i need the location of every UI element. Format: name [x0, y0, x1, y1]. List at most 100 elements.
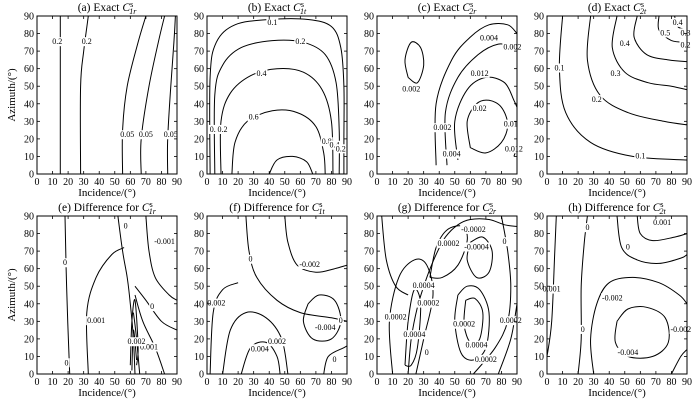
- x-tick-label: 70: [311, 377, 321, 388]
- contour-label-bg: [411, 281, 436, 291]
- x-tick-label: 90: [342, 177, 352, 188]
- contour-label-bg: [541, 284, 562, 294]
- contour-label: 0.8: [322, 137, 332, 146]
- x-axis-label: Incidence/(°): [78, 387, 136, 399]
- contour-label-bg: [416, 298, 441, 308]
- x-tick-label: 80: [496, 177, 506, 188]
- contour-label-bg: [473, 354, 498, 364]
- y-tick-label: 30: [534, 117, 544, 128]
- contour-line-0.05: [166, 16, 176, 174]
- x-tick-label: 10: [388, 377, 398, 388]
- plot-frame: [36, 215, 178, 375]
- x-tick-label: 20: [63, 377, 73, 388]
- x-tick-label: 80: [156, 377, 166, 388]
- y-tick-label: 70: [364, 247, 374, 258]
- contour-label-bg: [331, 354, 338, 364]
- contour-line-0: [134, 285, 177, 331]
- contour-label: 0.1: [554, 63, 564, 72]
- y-tick-label: 0: [369, 170, 374, 181]
- contour-line--0.0004: [466, 236, 493, 279]
- contour-label: 0.2: [336, 144, 346, 153]
- contour-label: 0.004: [443, 150, 461, 159]
- contour-label: 0.002: [268, 337, 286, 346]
- contour-label-bg: [579, 324, 586, 334]
- x-tick-label: 40: [264, 177, 274, 188]
- contour-label: 0.004: [480, 34, 498, 43]
- contour-lines: [209, 18, 345, 174]
- contour-line-0.004: [240, 341, 281, 374]
- contour-label: -0.002: [602, 293, 623, 302]
- y-tick-label: 10: [534, 352, 544, 363]
- contour-label: -0.002: [670, 325, 691, 334]
- y-tick-label: 50: [364, 282, 374, 293]
- x-tick-label: 60: [125, 177, 135, 188]
- contour-label-bg: [216, 124, 229, 134]
- contour-line-0.001: [636, 216, 687, 242]
- x-tick-label: 40: [434, 177, 444, 188]
- y-tick-label: 70: [534, 247, 544, 258]
- contour-label-bg: [334, 144, 347, 154]
- contour-label-bg: [600, 293, 624, 303]
- contour-line-0.3: [611, 16, 687, 91]
- contour-label: 0.001: [543, 285, 561, 294]
- contour-label-bg: [659, 28, 672, 38]
- x-tick-label: 30: [79, 177, 89, 188]
- contour-line-0.0002: [497, 303, 517, 374]
- contour-label: -0.004: [315, 323, 336, 332]
- y-tick-label: 90: [194, 212, 204, 223]
- contour-label-bg: [502, 42, 523, 52]
- x-tick-label: 50: [620, 177, 630, 188]
- x-tick-label: 40: [264, 377, 274, 388]
- y-tick-label: 30: [534, 317, 544, 328]
- contour-label-bg: [149, 302, 156, 312]
- contour-label-bg: [137, 130, 154, 140]
- contour-line--0.001: [145, 216, 177, 301]
- x-axis-label: Incidence/(°): [418, 387, 476, 399]
- x-tick-label: 0: [205, 177, 210, 188]
- plot-frame: [36, 15, 178, 175]
- contour-label: 0.002: [503, 42, 521, 51]
- contour-label: 0.0002: [417, 299, 439, 308]
- contour-label-bg: [249, 344, 270, 354]
- x-tick-label: 70: [141, 177, 151, 188]
- contour-label: 0.6: [249, 113, 259, 122]
- y-tick-label: 50: [534, 282, 544, 293]
- x-tick-label: 30: [79, 377, 89, 388]
- contour-label: 0.4: [330, 141, 340, 150]
- x-tick-label: 80: [326, 377, 336, 388]
- contour-line-0.2: [586, 16, 687, 126]
- contour-line-0.05: [140, 16, 166, 174]
- y-tick-label: 40: [364, 99, 374, 110]
- y-tick-label: 90: [534, 212, 544, 223]
- contour-label-bg: [479, 33, 499, 43]
- contour-label: 0: [150, 302, 154, 311]
- y-tick-label: 80: [24, 29, 34, 40]
- panel-title: (g) Difference for Cs 2r: [398, 200, 497, 216]
- x-tick-label: 0: [35, 377, 40, 388]
- contour-label: 0.0004: [403, 330, 425, 339]
- y-tick-label: 50: [534, 82, 544, 93]
- contour-label: 0.3: [680, 28, 690, 37]
- contour-line--0.004: [614, 306, 670, 359]
- x-tick-label: 30: [249, 377, 259, 388]
- contour-label: 0.0004: [466, 341, 488, 350]
- contour-label: 0.002: [402, 85, 420, 94]
- contour-label: 0: [425, 348, 429, 357]
- x-axis-label: Incidence/(°): [588, 187, 646, 199]
- x-tick-label: 10: [218, 177, 228, 188]
- y-tick-label: 60: [24, 64, 34, 75]
- x-tick-label: 20: [573, 377, 583, 388]
- y-tick-label: 30: [364, 317, 374, 328]
- y-tick-label: 40: [534, 299, 544, 310]
- y-tick-label: 20: [534, 134, 544, 145]
- contour-line--0.004: [302, 294, 342, 342]
- y-tick-label: 80: [194, 229, 204, 240]
- contour-label-bg: [609, 68, 622, 78]
- y-tick-label: 30: [24, 117, 34, 128]
- contour-label: 0.001: [87, 316, 105, 325]
- x-tick-label: 20: [573, 177, 583, 188]
- contour-label: 0: [249, 255, 253, 264]
- contour-label: 0.001: [140, 342, 158, 351]
- contour-label-bg: [634, 151, 647, 161]
